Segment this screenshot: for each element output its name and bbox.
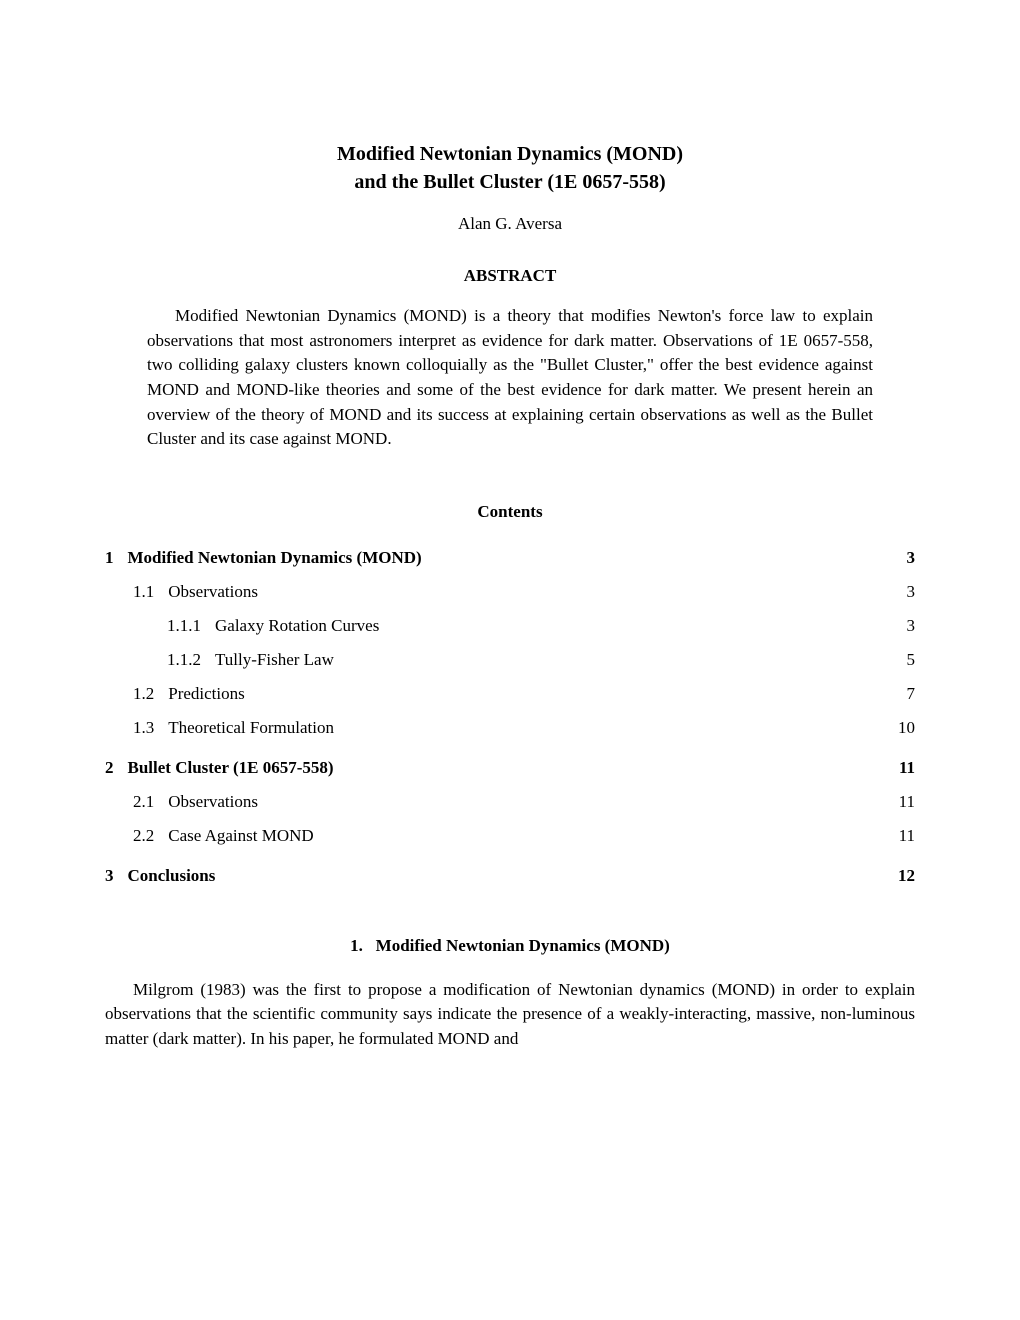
toc-entry-page: 3 xyxy=(891,616,915,636)
section-1-label: Modified Newtonian Dynamics (MOND) xyxy=(376,936,670,955)
toc-entry-label: Tully-Fisher Law xyxy=(201,650,334,670)
toc-entry-page: 11 xyxy=(891,826,915,846)
title-line-1: Modified Newtonian Dynamics (MOND) xyxy=(337,143,683,165)
toc-entry-number: 2.1 xyxy=(133,792,154,812)
toc-entry-label: Modified Newtonian Dynamics (MOND) xyxy=(114,548,422,568)
page-root: Modified Newtonian Dynamics (MOND) and t… xyxy=(0,0,1020,1320)
abstract-body: Modified Newtonian Dynamics (MOND) is a … xyxy=(147,304,873,452)
table-of-contents: 1Modified Newtonian Dynamics (MOND)31.1O… xyxy=(105,548,915,886)
toc-entry-number: 1.1 xyxy=(133,582,154,602)
toc-entry-page: 10 xyxy=(891,718,915,738)
toc-row: 1.1Observations 3 xyxy=(105,582,915,602)
body-paragraph: Milgrom (1983) was the first to propose … xyxy=(105,978,915,1052)
toc-row: 1.2Predictions 7 xyxy=(105,684,915,704)
toc-entry-number: 1.2 xyxy=(133,684,154,704)
toc-entry-number: 1.1.1 xyxy=(167,616,201,636)
toc-entry-label: Theoretical Formulation xyxy=(154,718,334,738)
contents-header: Contents xyxy=(105,502,915,522)
toc-row: 1.3Theoretical Formulation 10 xyxy=(105,718,915,738)
section-1-heading: 1. Modified Newtonian Dynamics (MOND) xyxy=(105,936,915,956)
toc-entry-label: Conclusions xyxy=(114,866,216,886)
toc-row: 1.1.2Tully-Fisher Law 5 xyxy=(105,650,915,670)
toc-row: 2.2Case Against MOND 11 xyxy=(105,826,915,846)
toc-entry-number: 1.1.2 xyxy=(167,650,201,670)
toc-entry-page: 12 xyxy=(891,866,915,886)
toc-entry-number: 1.3 xyxy=(133,718,154,738)
author-name: Alan G. Aversa xyxy=(105,214,915,234)
toc-entry-page: 11 xyxy=(891,758,915,778)
abstract-text: Modified Newtonian Dynamics (MOND) is a … xyxy=(147,306,873,448)
toc-entry-label: Galaxy Rotation Curves xyxy=(201,616,379,636)
toc-row: 1Modified Newtonian Dynamics (MOND) 3 xyxy=(105,548,915,568)
toc-row: 1.1.1Galaxy Rotation Curves 3 xyxy=(105,616,915,636)
section-1-number: 1. xyxy=(350,936,363,955)
toc-entry-label: Observations xyxy=(154,582,258,602)
toc-row: 2Bullet Cluster (1E 0657-558) 11 xyxy=(105,758,915,778)
body-paragraph-text: Milgrom (1983) was the first to propose … xyxy=(105,980,915,1048)
toc-entry-page: 7 xyxy=(891,684,915,704)
toc-row: 3Conclusions 12 xyxy=(105,866,915,886)
toc-entry-label: Observations xyxy=(154,792,258,812)
toc-entry-page: 11 xyxy=(891,792,915,812)
toc-entry-page: 5 xyxy=(891,650,915,670)
title-line-2: and the Bullet Cluster (1E 0657-558) xyxy=(354,171,665,193)
toc-row: 2.1Observations 11 xyxy=(105,792,915,812)
abstract-header: ABSTRACT xyxy=(105,266,915,286)
toc-entry-label: Predictions xyxy=(154,684,245,704)
toc-entry-number: 1 xyxy=(105,548,114,568)
toc-entry-number: 2.2 xyxy=(133,826,154,846)
paper-title: Modified Newtonian Dynamics (MOND) and t… xyxy=(105,140,915,196)
toc-entry-page: 3 xyxy=(891,582,915,602)
toc-entry-number: 3 xyxy=(105,866,114,886)
toc-entry-label: Case Against MOND xyxy=(154,826,313,846)
toc-entry-number: 2 xyxy=(105,758,114,778)
toc-entry-label: Bullet Cluster (1E 0657-558) xyxy=(114,758,334,778)
toc-entry-page: 3 xyxy=(891,548,915,568)
